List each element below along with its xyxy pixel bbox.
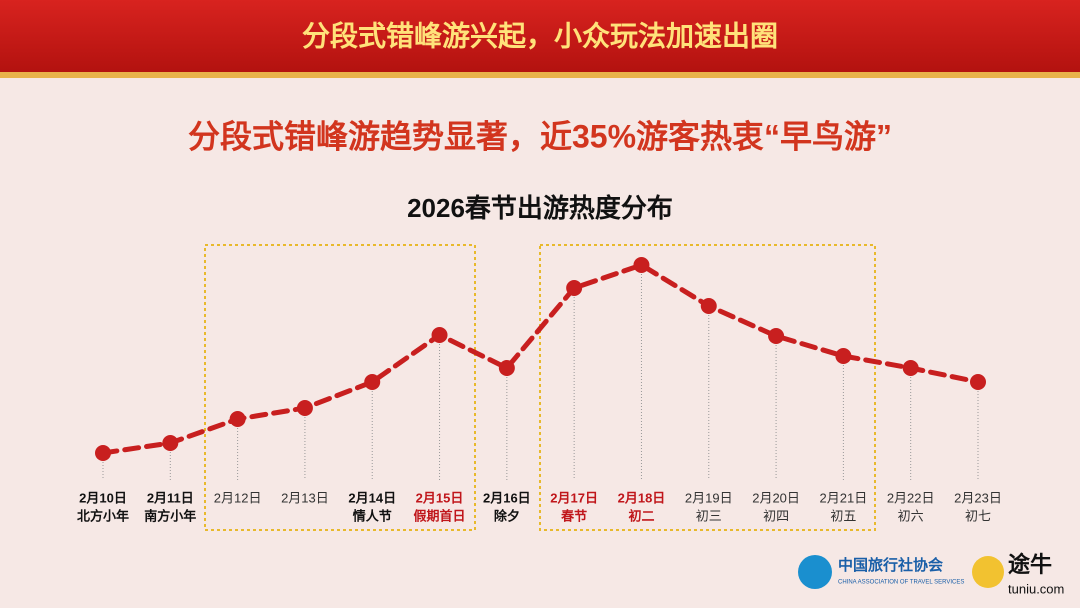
x-tick-label: 2月18日 bbox=[618, 490, 666, 505]
x-tick-label: 2月15日 bbox=[416, 490, 464, 505]
x-tick-sublabel: 初七 bbox=[965, 508, 991, 523]
x-tick-label: 2月23日 bbox=[954, 490, 1002, 505]
association-logo bbox=[798, 555, 832, 589]
chart-title: 2026春节出游热度分布 bbox=[407, 193, 673, 223]
point bbox=[902, 360, 919, 376]
point bbox=[970, 374, 986, 390]
brand-name: 途牛 bbox=[1008, 552, 1052, 577]
x-tick-sublabel: 情人节 bbox=[353, 508, 392, 523]
point bbox=[768, 328, 785, 344]
x-tick-sublabel: 初五 bbox=[830, 508, 856, 523]
header-stripe bbox=[0, 72, 1080, 78]
point bbox=[498, 360, 515, 376]
x-tick-sublabel: 南方小年 bbox=[144, 508, 196, 523]
x-tick-sublabel: 春节 bbox=[560, 508, 587, 523]
point bbox=[835, 348, 852, 364]
x-tick-label: 2月21日 bbox=[820, 490, 868, 505]
point bbox=[296, 400, 313, 416]
point bbox=[162, 435, 179, 451]
header-band bbox=[0, 0, 1080, 72]
point bbox=[566, 280, 583, 296]
x-tick-label: 2月17日 bbox=[550, 490, 598, 505]
header-title: 分段式错峰游兴起，小众玩法加速出圈 bbox=[302, 19, 778, 51]
point bbox=[364, 374, 381, 390]
headline: 分段式错峰游趋势显著，近35%游客热衷“早鸟游” bbox=[188, 118, 892, 154]
point bbox=[700, 298, 717, 314]
point bbox=[431, 327, 448, 343]
x-tick-sublabel: 初二 bbox=[628, 508, 654, 523]
x-tick-sublabel: 北方小年 bbox=[77, 508, 129, 523]
highlight-box bbox=[204, 244, 476, 531]
x-tick-sublabel: 初三 bbox=[696, 508, 722, 523]
x-tick-sublabel: 假期首日 bbox=[414, 508, 466, 523]
x-tick-label: 2月12日 bbox=[214, 490, 262, 505]
x-tick-label: 2月11日 bbox=[147, 490, 194, 505]
x-tick-label: 2月14日 bbox=[348, 490, 396, 505]
highlight-box bbox=[539, 244, 876, 531]
x-tick-label: 2月13日 bbox=[281, 490, 329, 505]
line bbox=[100, 262, 981, 456]
x-tick-label: 2月20日 bbox=[752, 490, 800, 505]
brand-logo bbox=[972, 556, 1004, 588]
x-tick-label: 2月19日 bbox=[685, 490, 733, 505]
x-tick-label: 2月22日 bbox=[887, 490, 935, 505]
point bbox=[229, 411, 246, 427]
x-tick-label: 2月10日 bbox=[79, 490, 127, 505]
x-tick-sublabel: 除夕 bbox=[494, 508, 520, 523]
association-name-en: CHINA ASSOCIATION OF TRAVEL SERVICES bbox=[838, 580, 964, 586]
point bbox=[95, 445, 111, 461]
x-tick-sublabel: 初六 bbox=[898, 508, 924, 523]
x-tick-sublabel: 初四 bbox=[763, 508, 789, 523]
association-name: 中国旅行社协会 bbox=[838, 556, 943, 574]
point bbox=[633, 257, 650, 273]
brand-url: tuniu.com bbox=[1008, 581, 1064, 596]
x-tick-label: 2月16日 bbox=[483, 490, 531, 505]
